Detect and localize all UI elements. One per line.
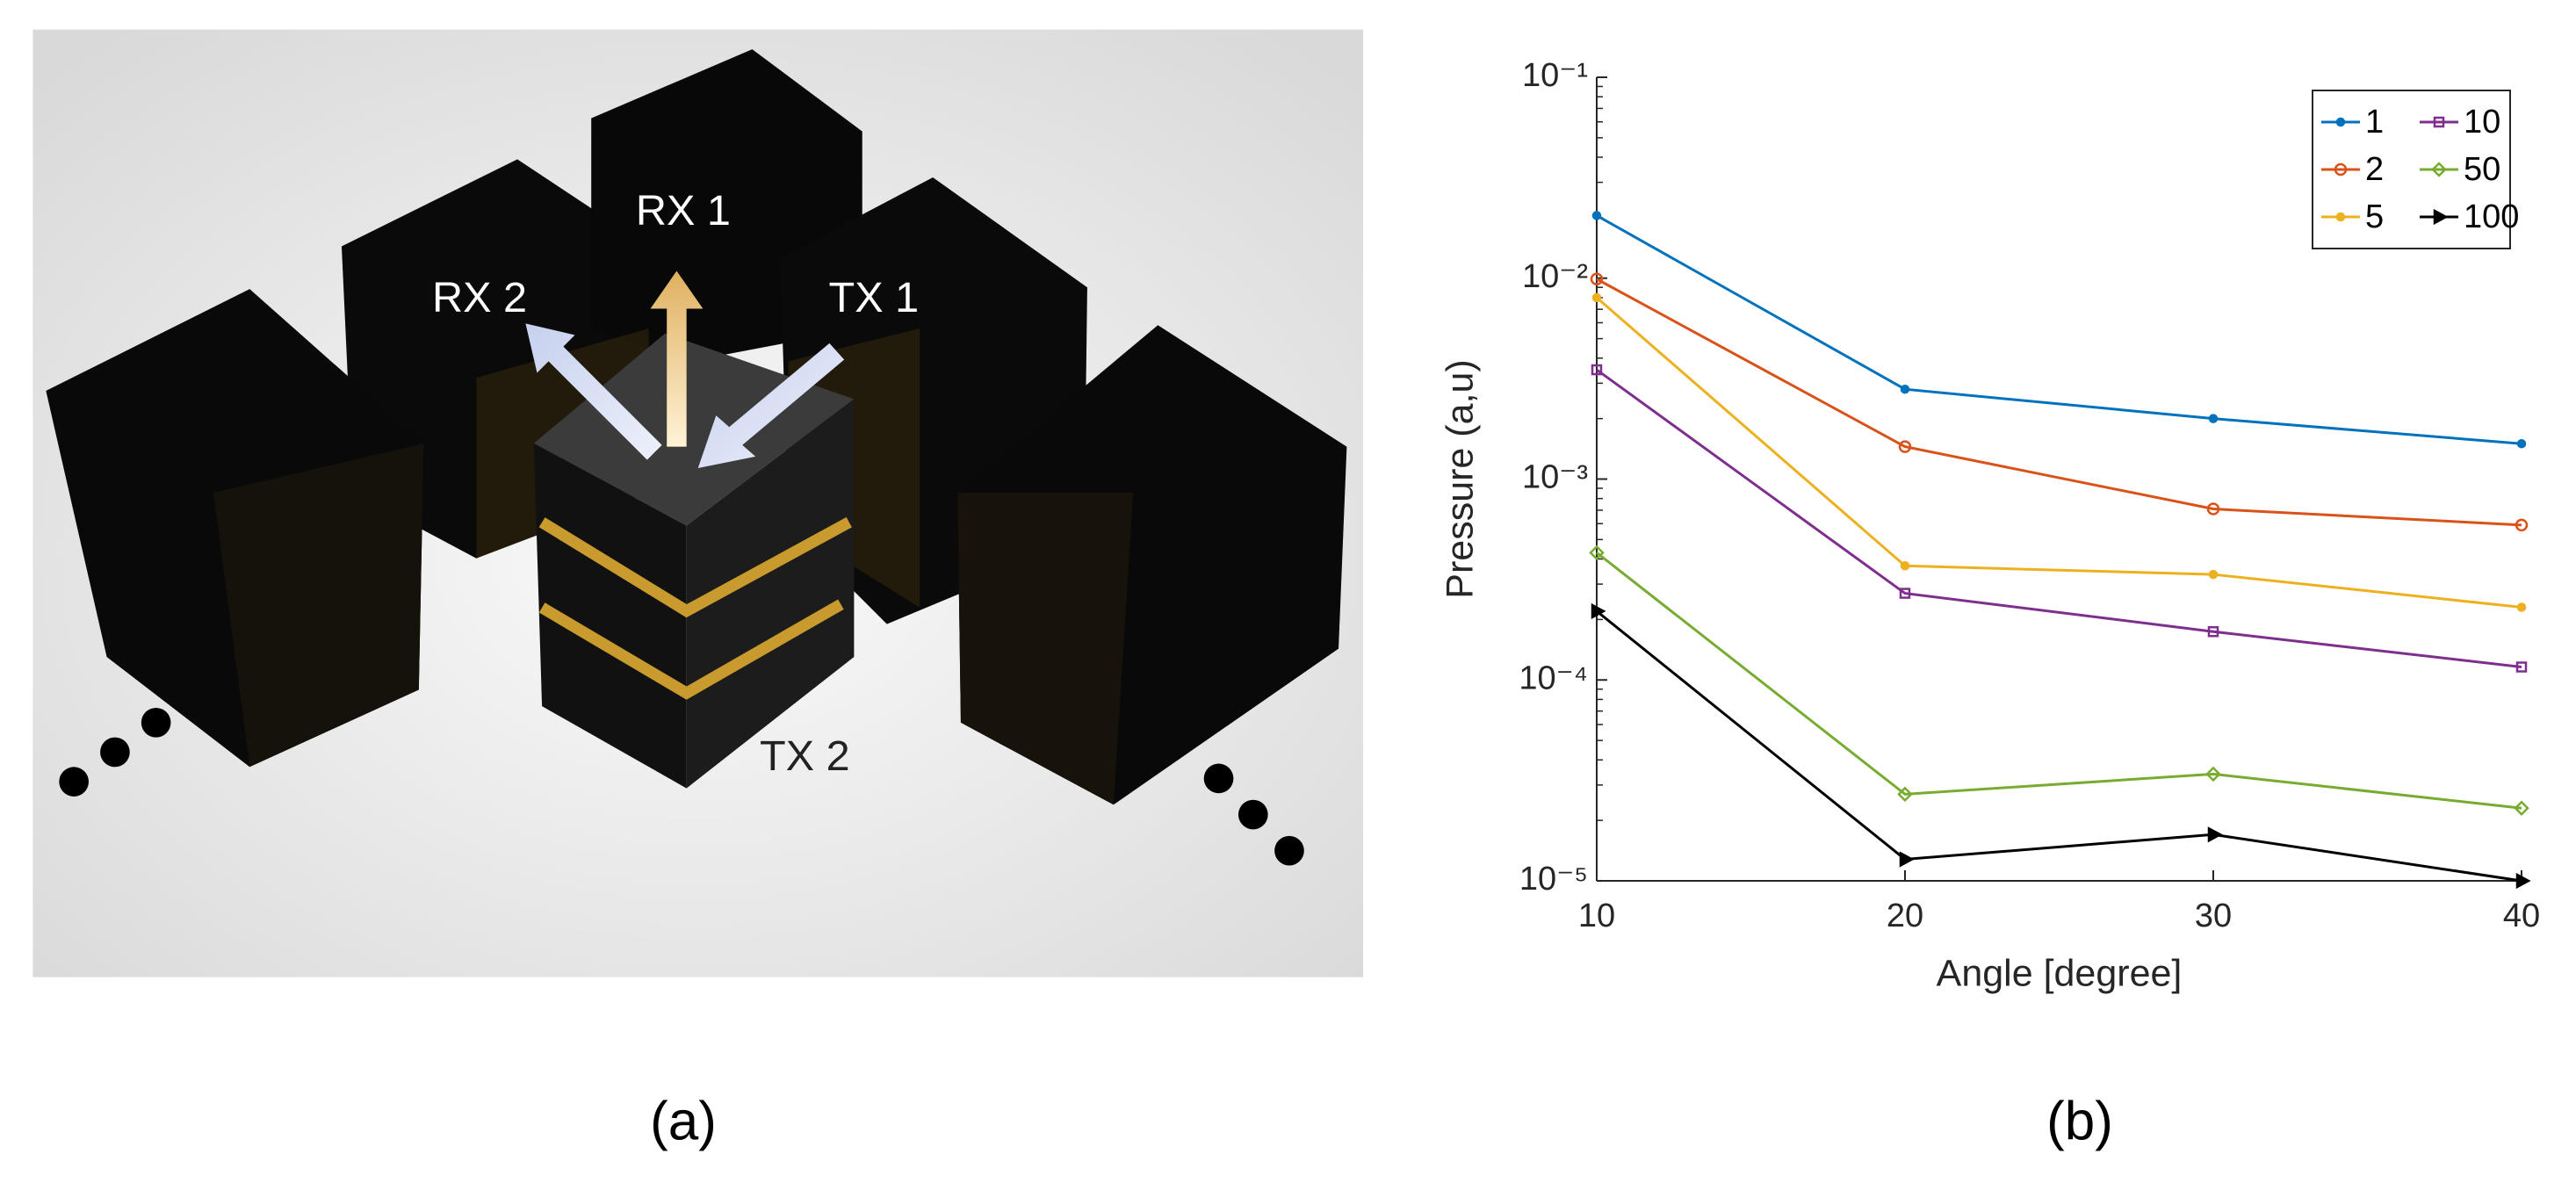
- legend-label: 50: [2464, 151, 2500, 188]
- marker: [2208, 569, 2219, 580]
- marker: [2516, 438, 2527, 449]
- arrow-rx1: [650, 270, 704, 447]
- arrow-tx1: [697, 343, 845, 468]
- y-tick-label: 10⁻¹: [1522, 57, 1588, 94]
- marker: [1590, 272, 1604, 285]
- marker: [2206, 502, 2220, 516]
- marker: [2334, 162, 2348, 177]
- marker: [2516, 602, 2527, 612]
- marker: [1591, 211, 1602, 220]
- marker: [2335, 117, 2346, 127]
- panel-a: RX 1 RX 2 TX 1 TX 2: [32, 29, 1364, 977]
- series-line: [1596, 609, 2522, 883]
- marker: [2205, 766, 2221, 782]
- marker: [1899, 588, 1911, 599]
- arrow-rx2: [525, 323, 662, 460]
- y-axis-label: Pressure (a,u): [1439, 359, 1481, 598]
- legend-label: 1: [2365, 104, 2384, 141]
- label: RX 1: [636, 187, 731, 234]
- series-line: [1596, 552, 2522, 810]
- y-tick-label: 10⁻³: [1522, 459, 1588, 496]
- label: RX 2: [432, 274, 527, 321]
- legend-label: 2: [2365, 151, 2384, 188]
- marker: [2433, 208, 2449, 226]
- x-tick-label: 40: [2503, 898, 2540, 934]
- marker: [2207, 625, 2219, 638]
- x-tick-label: 20: [1887, 898, 1923, 934]
- series-line: [1596, 214, 2522, 445]
- marker: [1591, 602, 1606, 620]
- block-face: [957, 493, 1134, 805]
- y-tick-label: 10⁻⁵: [1519, 861, 1588, 898]
- marker: [2207, 826, 2223, 843]
- marker: [2514, 800, 2529, 817]
- caption: (a): [650, 1091, 717, 1151]
- ellipsis-dots: [59, 707, 1304, 866]
- caption: (b): [2046, 1091, 2113, 1151]
- x-axis-label: Angle [degree]: [1937, 952, 2183, 994]
- marker: [1897, 786, 1913, 803]
- legend-label: 5: [2365, 198, 2384, 235]
- chart: 10⁻⁵ 10⁻⁴ 10⁻³ 10⁻² 10⁻¹ 10 20 30 40 Angle [degre…: [1439, 57, 2540, 994]
- marker: [1899, 851, 1915, 868]
- y-tick-label: 10⁻²: [1522, 258, 1588, 295]
- legend-label: 10: [2464, 104, 2500, 141]
- series-line: [1596, 278, 2522, 527]
- series-line: [1596, 296, 2522, 609]
- legend: 1 2 5 10 50 100: [2312, 90, 2519, 249]
- marker: [1898, 440, 1912, 453]
- center-block-left: [533, 443, 687, 789]
- marker: [1591, 364, 1603, 376]
- marker: [1900, 561, 1910, 571]
- marker: [1591, 292, 1602, 303]
- x-tick-label: 10: [1578, 898, 1615, 934]
- label: TX 1: [829, 274, 920, 321]
- x-tick-label: 30: [2195, 898, 2232, 934]
- marker: [2208, 414, 2219, 423]
- center-block-top: [533, 333, 855, 526]
- series-line: [1596, 368, 2522, 668]
- legend-label: 100: [2464, 198, 2519, 235]
- marker: [1900, 384, 1910, 394]
- marker: [2335, 212, 2346, 222]
- marker: [2515, 518, 2529, 532]
- marker: [2433, 116, 2445, 128]
- marker: [1589, 544, 1605, 561]
- electrodes: [538, 516, 852, 700]
- y-tick-label: 10⁻⁴: [1519, 660, 1588, 696]
- marker: [2431, 162, 2447, 177]
- label: TX 2: [760, 732, 850, 780]
- center-block-right: [686, 399, 855, 789]
- block-face: [213, 443, 424, 768]
- marker: [2515, 661, 2528, 673]
- marker: [2515, 872, 2531, 890]
